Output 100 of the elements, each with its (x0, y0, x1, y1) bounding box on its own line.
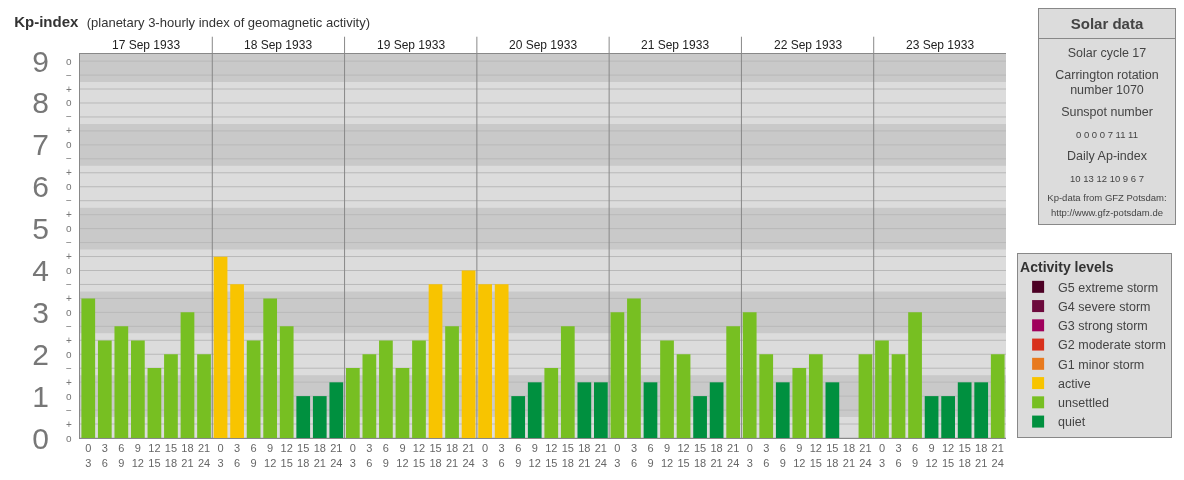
chart-title: Kp-index (14, 13, 80, 31)
y-tick-label: 7 (32, 128, 49, 162)
category-label: − (66, 237, 72, 248)
bar (147, 368, 162, 438)
y-tick-label: 8 (32, 86, 49, 120)
x-tick-label: 3 6 (895, 442, 902, 469)
x-tick-label: 6 9 (647, 442, 654, 469)
bar (594, 382, 608, 438)
category-label: o (66, 307, 72, 318)
category-label: + (66, 293, 72, 304)
bar (494, 284, 509, 438)
legend-label: unsettled (1058, 396, 1109, 411)
text: 22 Sep 1933 (774, 38, 843, 52)
bar (213, 256, 228, 438)
x-tick-label: 15 18 (429, 442, 442, 469)
category-label: o (66, 139, 72, 150)
x-tick-label: 6 9 (779, 442, 786, 469)
text: 17 Sep 1933 (112, 38, 181, 52)
text: 10 13 12 10 9 6 7 (1069, 172, 1145, 186)
bar (445, 326, 459, 438)
x-tick-label: 3 6 (498, 442, 505, 469)
x-tick-label: 9 12 (660, 442, 674, 469)
x-tick-label: 9 12 (264, 442, 277, 469)
legend-label: G4 severe storm (1058, 299, 1151, 314)
text: 18 Sep 1933 (244, 38, 313, 52)
x-tick-label: 12 15 (809, 442, 822, 469)
category-label: − (66, 111, 72, 122)
x-tick-label: 18 21 (710, 442, 723, 469)
bar (527, 382, 542, 438)
bar (891, 354, 906, 438)
bar (197, 354, 211, 438)
bar (412, 340, 426, 438)
bar (627, 298, 641, 438)
bar (296, 396, 311, 438)
x-tick-label: 18 21 (578, 442, 591, 469)
bar (974, 382, 989, 438)
legend-title: Activity levels (1020, 259, 1114, 276)
x-tick-label: 0 3 (85, 442, 92, 469)
category-label: o (66, 223, 72, 234)
x-tick-label: 0 3 (349, 442, 356, 469)
category-label: + (66, 377, 72, 388)
text: Daily Ap-index (1066, 149, 1148, 164)
bar (263, 298, 278, 438)
x-tick-label: 3 6 (366, 442, 373, 469)
y-tick-label: 0 (32, 421, 49, 455)
bar (990, 354, 1005, 438)
bar (329, 382, 344, 438)
x-tick-label: 12 15 (412, 442, 426, 469)
bar (478, 284, 492, 438)
bar (312, 396, 327, 438)
x-tick-label: 15 18 (561, 442, 574, 469)
y-tick-label: 5 (32, 212, 49, 246)
text: 21 Sep 1933 (641, 38, 710, 52)
category-label: o (66, 265, 72, 276)
x-tick-label: 6 9 (118, 442, 125, 469)
bar (759, 354, 774, 438)
bar (643, 382, 658, 438)
x-tick-label: 0 3 (878, 442, 886, 469)
bar (660, 340, 674, 438)
bar (379, 340, 393, 438)
text: Carrington rotation number 1070 (1054, 68, 1160, 98)
category-label: + (66, 335, 72, 346)
x-tick-label: 0 3 (746, 442, 753, 469)
x-tick-label: 9 12 (528, 442, 541, 469)
x-tick-label: 12 15 (545, 442, 558, 469)
legend-label: active (1058, 376, 1091, 391)
legend-label: quiet (1058, 415, 1086, 430)
category-label: − (66, 195, 72, 206)
bar (131, 340, 145, 438)
x-tick-label: 18 21 (975, 442, 988, 469)
bar (180, 312, 195, 438)
bar (395, 368, 410, 438)
bar (908, 312, 922, 438)
x-tick-label: 6 9 (250, 442, 257, 469)
text: Kp-data from GFZ Potsdam: http://www.gfz-potsdam.de (1046, 191, 1168, 220)
bar (875, 340, 889, 438)
bar (560, 326, 575, 438)
x-tick-label: 9 12 (131, 442, 145, 469)
x-tick-label: 15 18 (826, 442, 839, 469)
x-tick-label: 3 6 (763, 442, 770, 469)
x-tick-label: 21 24 (727, 442, 740, 469)
x-tick-label: 9 12 (396, 442, 409, 469)
category-label: + (66, 84, 72, 95)
text: 23 Sep 1933 (906, 38, 975, 52)
legend-label: G1 minor storm (1058, 357, 1145, 372)
category-label: − (66, 321, 72, 332)
x-tick-label: 21 24 (462, 442, 475, 469)
x-tick-label: 6 9 (911, 442, 919, 469)
category-label: o (66, 56, 72, 67)
x-tick-label: 18 21 (313, 442, 326, 469)
category-label: − (66, 405, 72, 416)
bar (742, 312, 757, 438)
x-tick-label: 12 15 (280, 442, 293, 469)
x-tick-label: 15 18 (297, 442, 310, 469)
bar (246, 340, 261, 438)
x-tick-label: 21 24 (859, 442, 872, 469)
category-label: + (66, 125, 72, 136)
bar (577, 382, 592, 438)
bar (511, 396, 526, 438)
category-label: o (66, 181, 72, 192)
